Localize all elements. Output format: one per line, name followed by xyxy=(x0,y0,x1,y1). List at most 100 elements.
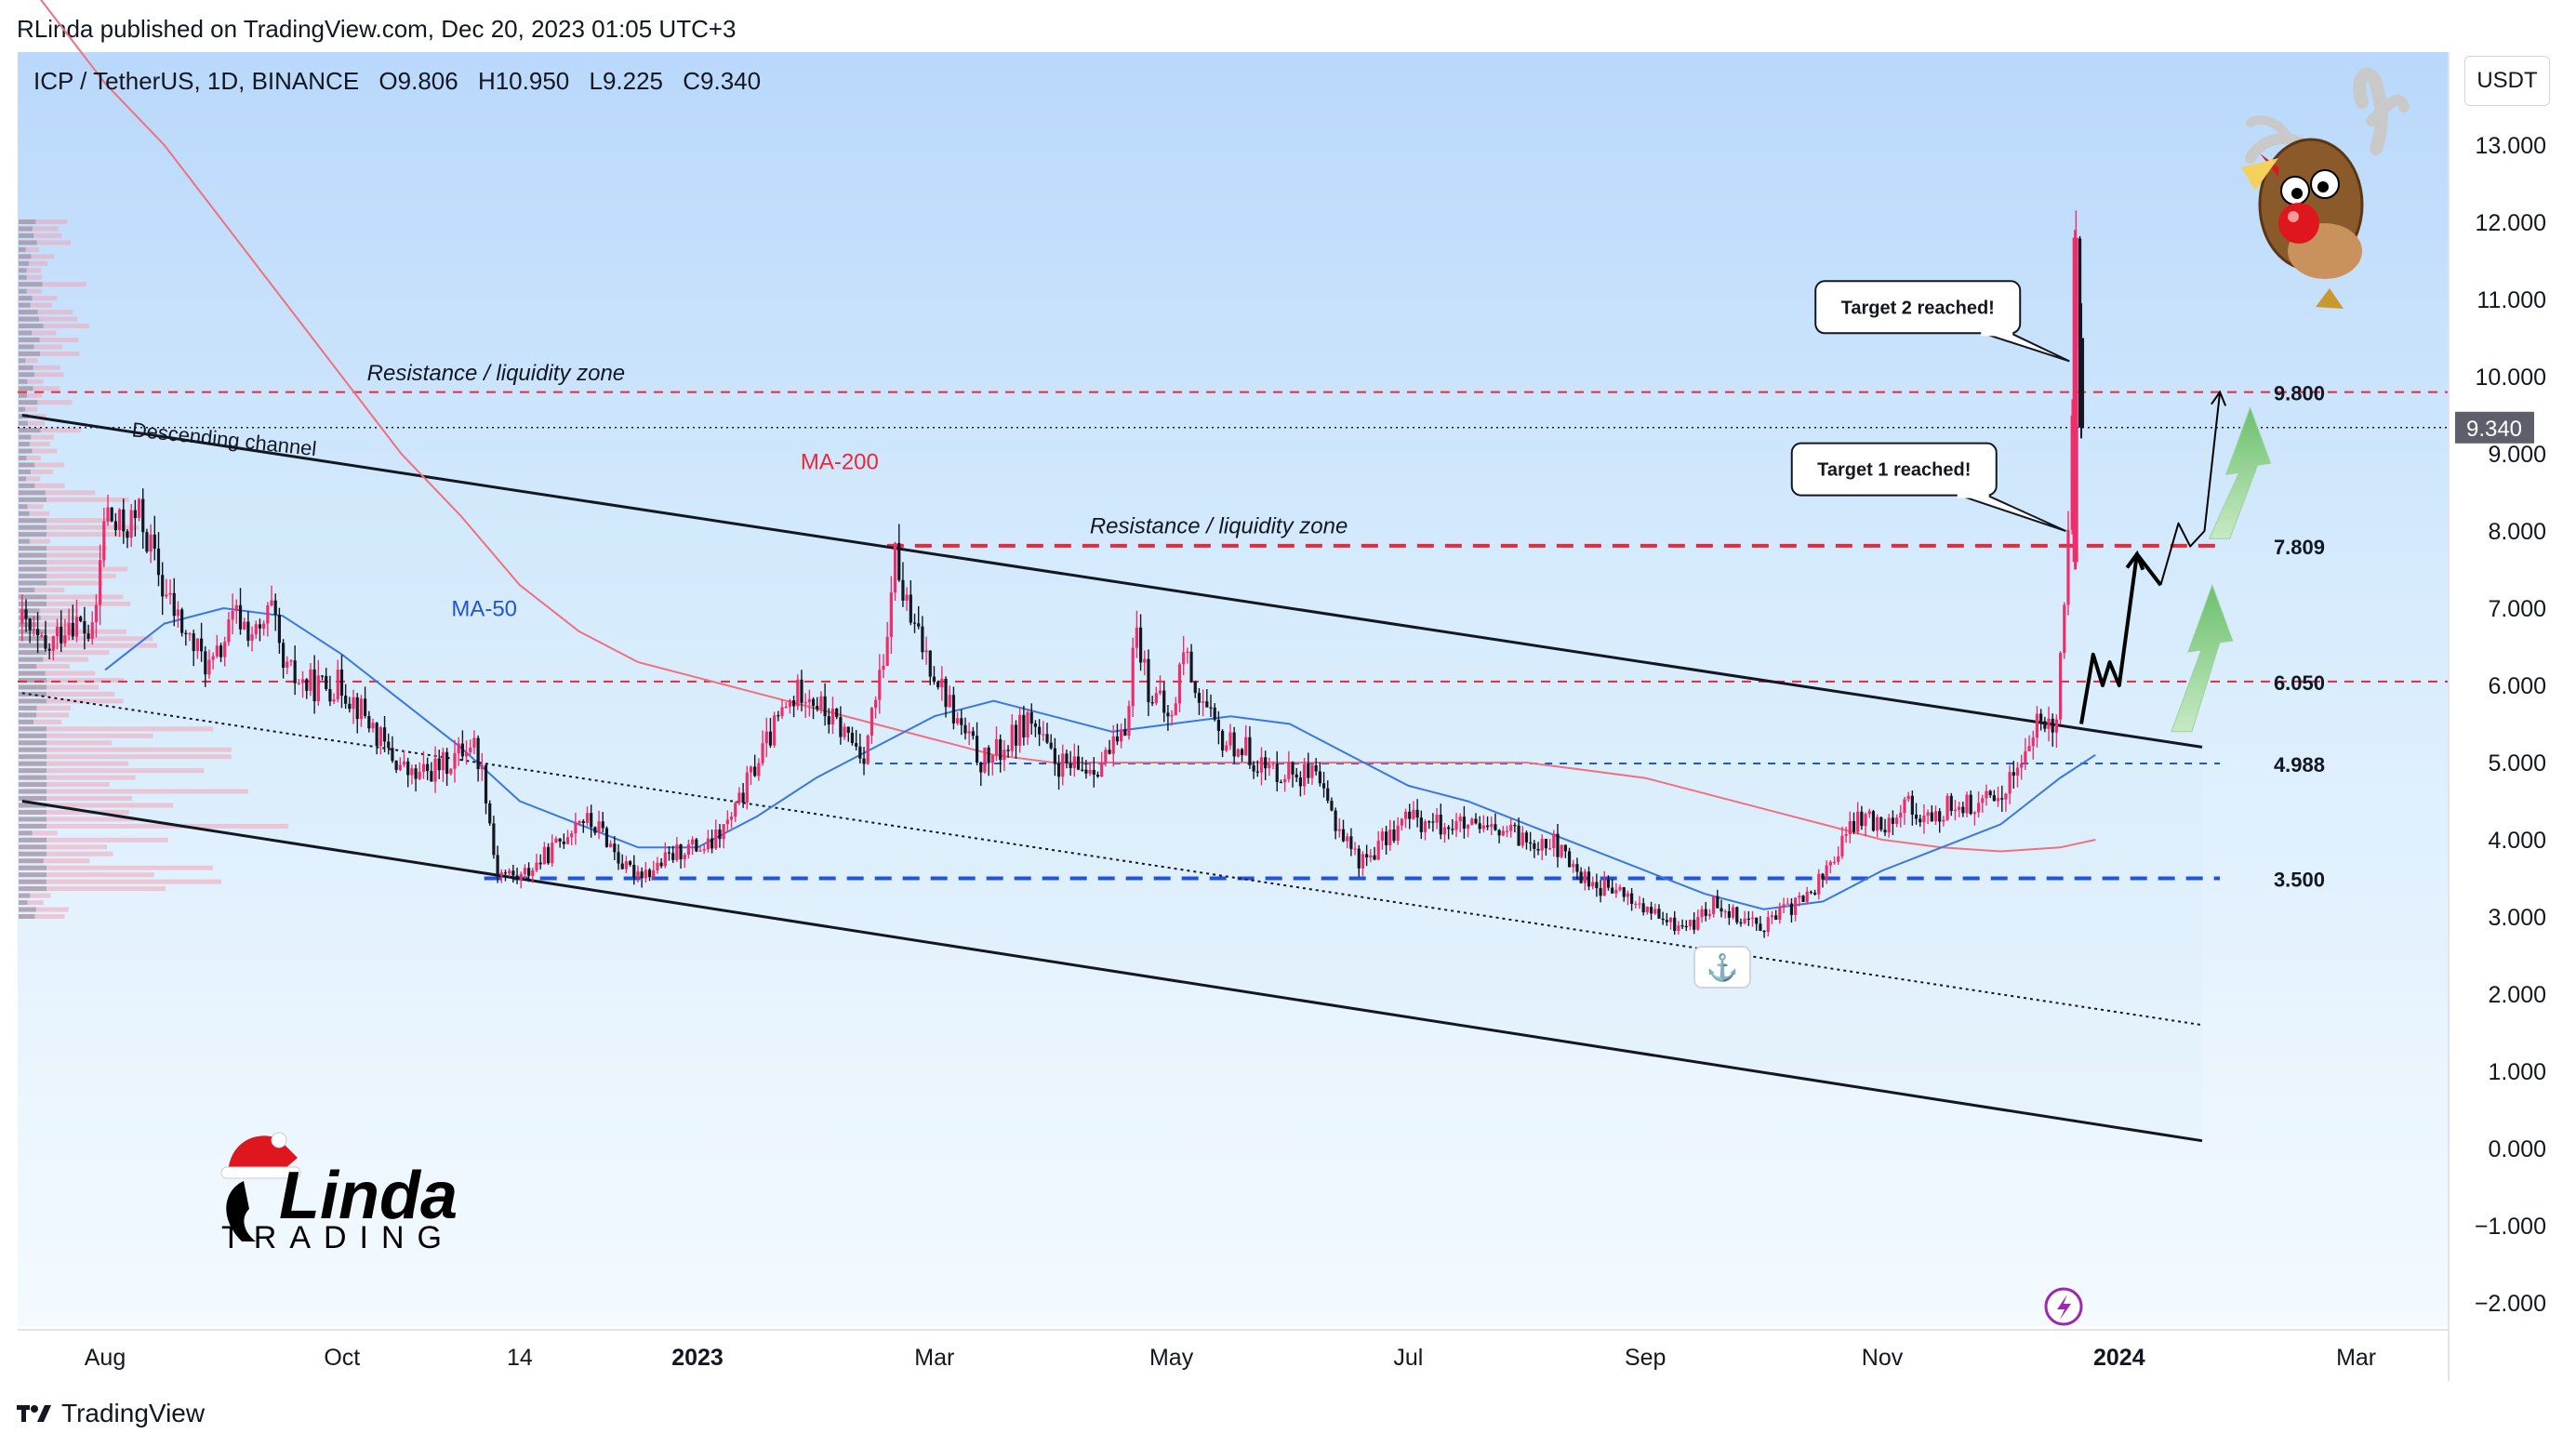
volume-profile-bar xyxy=(19,483,65,488)
candle-body xyxy=(421,763,426,772)
candle-body xyxy=(2039,713,2043,722)
lightning-icon[interactable] xyxy=(2044,1287,2083,1326)
candle-body xyxy=(1864,814,1867,827)
candle-body xyxy=(117,509,122,531)
candle-body xyxy=(1919,818,1922,823)
candle-body xyxy=(1111,736,1115,754)
time-tick-label: Nov xyxy=(1862,1345,1904,1371)
candle-body xyxy=(1481,825,1485,830)
candle-body xyxy=(960,718,963,725)
candle-body xyxy=(1275,763,1279,782)
volume-profile-bar xyxy=(19,254,32,259)
volume-profile-bar xyxy=(19,865,46,870)
candle-body xyxy=(1018,714,1022,746)
candle-body xyxy=(1197,693,1202,703)
candle-body xyxy=(780,707,784,716)
candle-body xyxy=(1225,745,1228,751)
volume-profile-bar xyxy=(19,684,46,690)
volume-profile-bar xyxy=(19,462,35,468)
candle-body xyxy=(1611,887,1614,894)
volume-profile-bar xyxy=(19,733,153,738)
candle-body xyxy=(1657,909,1661,919)
candle-body xyxy=(1056,763,1061,777)
currency-button[interactable]: USDT xyxy=(2464,56,2550,106)
volume-profile-bar xyxy=(19,497,129,502)
candle-body xyxy=(971,731,975,737)
candle-body xyxy=(558,838,562,842)
candle-body xyxy=(659,862,663,867)
candle-body xyxy=(1380,831,1385,842)
candle-body xyxy=(1668,917,1673,923)
volume-profile-bar xyxy=(19,719,62,724)
candle-body xyxy=(1081,769,1084,771)
candle-body xyxy=(375,723,378,747)
candle-body xyxy=(238,604,243,630)
volume-profile-bar xyxy=(19,476,41,482)
candle-body xyxy=(441,751,445,771)
candle-body xyxy=(1236,749,1240,757)
volume-profile-bar xyxy=(19,538,50,544)
candle-body xyxy=(332,699,336,702)
candle-body xyxy=(1061,753,1065,777)
candle-body xyxy=(835,709,839,718)
candle-body xyxy=(1992,795,1996,802)
candle-body xyxy=(1326,788,1330,802)
volume-profile-bar xyxy=(19,670,46,676)
candle-body xyxy=(901,579,905,601)
candle-body xyxy=(570,833,574,838)
candle-body xyxy=(32,629,35,631)
volume-profile-bar xyxy=(19,406,38,412)
candle-body xyxy=(2063,604,2066,654)
candle-body xyxy=(1743,918,1746,923)
projection-thin xyxy=(2159,392,2222,586)
candle-body xyxy=(683,855,686,860)
candle-body xyxy=(1556,833,1560,857)
candle-body xyxy=(1283,778,1287,782)
candle-body xyxy=(620,863,624,870)
candle-body xyxy=(784,706,788,709)
candle-body xyxy=(1205,701,1209,708)
candle-body xyxy=(1774,915,1778,921)
volume-profile-bar xyxy=(19,372,35,378)
candle-body xyxy=(1006,750,1010,751)
candle-body xyxy=(1470,818,1474,826)
candle-body xyxy=(1202,701,1205,703)
candle-body xyxy=(20,609,24,624)
annotation-label: Resistance / liquidity zone xyxy=(367,361,625,386)
candle-body xyxy=(1264,757,1268,769)
green-target-arrows xyxy=(2171,405,2272,733)
candle-body xyxy=(1680,925,1684,927)
volume-profile-bar xyxy=(19,573,116,578)
footer-brand[interactable]: TradingView xyxy=(61,1399,206,1427)
volume-profile-bar xyxy=(19,455,41,460)
candle-body xyxy=(60,626,63,644)
anchor-icon[interactable]: ⚓ xyxy=(1693,946,1751,989)
candle-body xyxy=(531,870,535,876)
volume-profile-bar xyxy=(19,462,65,468)
candle-body xyxy=(698,850,702,852)
volume-profile-bar xyxy=(19,434,54,440)
candle-body xyxy=(1485,825,1490,828)
candle-body xyxy=(1003,750,1006,761)
legend-symbol[interactable]: ICP / TetherUS, 1D, BINANCE xyxy=(33,67,360,95)
volume-profile-bar xyxy=(19,622,37,628)
candle-body xyxy=(426,763,430,772)
volume-profile-bar xyxy=(19,698,46,704)
volume-profile-bar xyxy=(19,546,107,551)
candle-body xyxy=(800,679,803,703)
time-axis[interactable]: Aug Oct 14 2023 Mar May Jul Sep Nov 2024 Mar xyxy=(85,1345,2376,1371)
price-axis[interactable]: 13.000 12.000 11.000 10.000 9.000 8.000 7.000 6… xyxy=(2475,133,2546,1317)
candle-body xyxy=(503,872,508,874)
candle-body xyxy=(79,617,83,621)
volume-profile-bar xyxy=(19,608,40,614)
candle-body xyxy=(364,698,367,716)
volume-profile-bar xyxy=(19,837,168,843)
candle-body xyxy=(667,852,671,854)
volume-profile-bar xyxy=(19,816,46,822)
volume-profile-bar xyxy=(19,754,46,760)
candle-body xyxy=(234,604,238,612)
candle-body xyxy=(1906,795,1910,800)
volume-profile-bar xyxy=(19,893,51,898)
candle-body xyxy=(1026,711,1029,737)
